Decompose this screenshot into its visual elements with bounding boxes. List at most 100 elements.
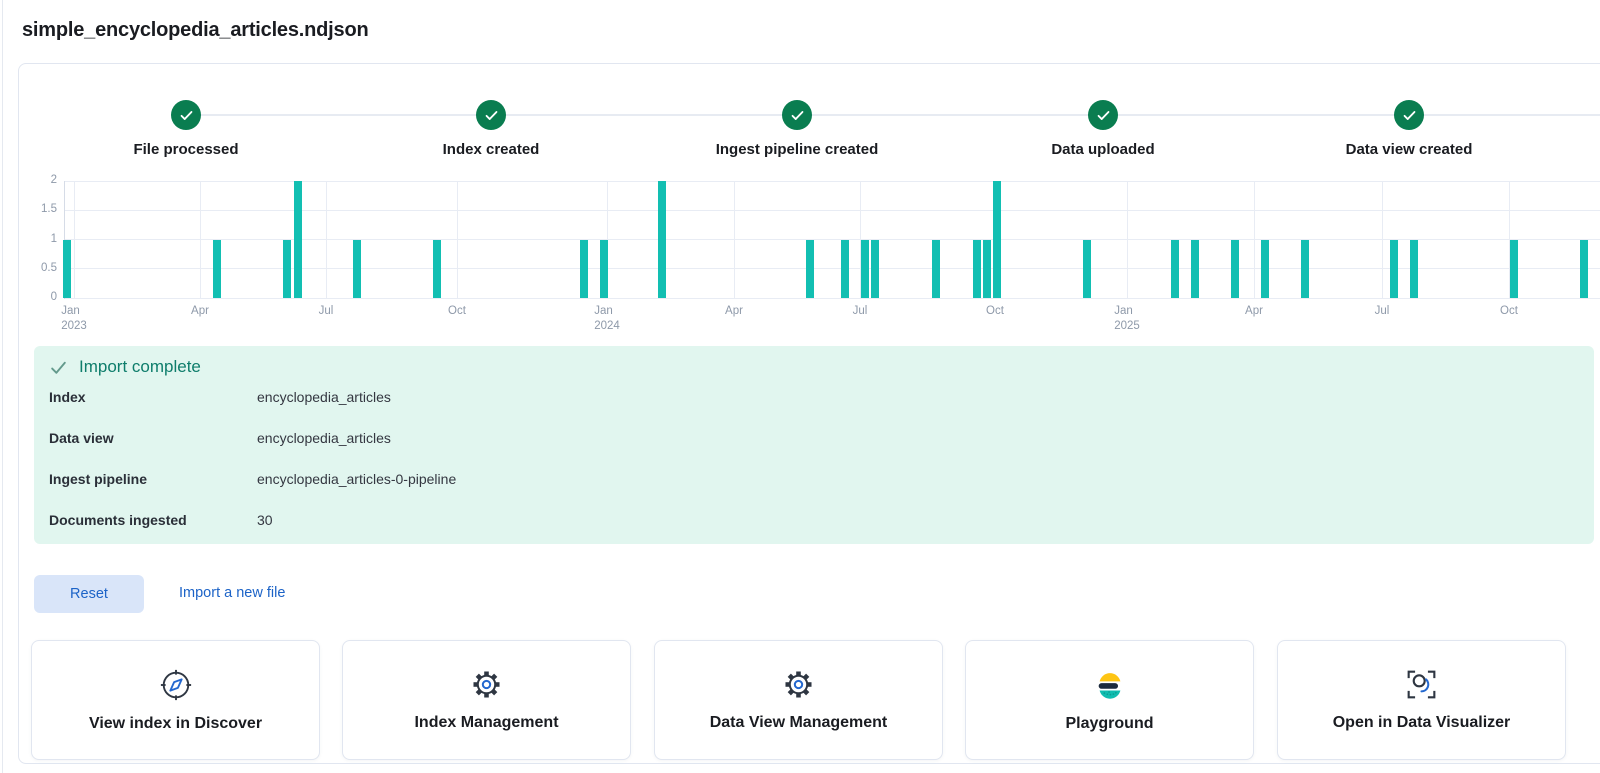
x-gridline xyxy=(860,181,861,298)
chart-bar xyxy=(1301,239,1309,298)
step-file-processed: File processed xyxy=(36,100,336,158)
x-gridline xyxy=(200,181,201,298)
x-axis-tick-label: Apr xyxy=(725,305,743,317)
step-data-view-created: Data view created xyxy=(1259,100,1559,158)
x-axis-tick-label: Oct xyxy=(986,305,1004,317)
y-gridline xyxy=(65,239,1600,240)
card-label: Playground xyxy=(1065,714,1154,732)
x-gridline xyxy=(326,181,327,298)
card-index-management[interactable]: Index Management xyxy=(342,640,631,760)
step-complete-check-icon xyxy=(476,100,506,130)
step-label: Index created xyxy=(442,141,540,158)
y-gridline xyxy=(65,268,1600,270)
x-gridline xyxy=(74,181,75,298)
chart-bar xyxy=(993,181,1001,298)
import-complete-panel: Import complete Index encyclopedia_artic… xyxy=(34,346,1594,544)
summary-value: 30 xyxy=(257,512,273,528)
summary-value: encyclopedia_articles xyxy=(257,430,391,446)
chart-bar xyxy=(580,239,588,298)
x-axis-tick-label: Jul xyxy=(1374,305,1390,317)
elastic-logo-icon xyxy=(1093,668,1127,702)
summary-value: encyclopedia_articles xyxy=(257,389,391,405)
x-axis-tick-label: Jan 2024 xyxy=(594,305,620,332)
chart-bar xyxy=(283,239,291,298)
step-label: File processed xyxy=(133,141,239,158)
summary-label: Index xyxy=(49,389,86,405)
step-label: Data view created xyxy=(1345,141,1473,158)
x-gridline xyxy=(457,181,458,298)
card-label: Data View Management xyxy=(709,714,888,731)
x-axis-tick-label: Apr xyxy=(191,305,209,317)
chart-bar xyxy=(213,239,221,298)
chart-plot-area: 0 0.5 1 1.5 2 Jan 2023 Apr Jul Oct Jan 2024 Apr Jul… xyxy=(41,174,1600,332)
chart-bar xyxy=(1410,239,1418,298)
chart-bar xyxy=(1191,239,1199,298)
card-data-view-management[interactable]: Data View Management xyxy=(654,640,943,760)
chart-bar xyxy=(806,239,814,298)
import-new-file-link[interactable]: Import a new file xyxy=(179,585,286,601)
stepper-connector-line xyxy=(186,114,1600,116)
chart-bar xyxy=(1390,239,1398,298)
chart-bar xyxy=(1083,239,1091,298)
y-axis-tick-label: 1.5 xyxy=(41,203,57,216)
step-complete-check-icon xyxy=(1088,100,1118,130)
file-import-panel: File processed Index created Ingest pipe… xyxy=(18,63,1600,764)
reset-button[interactable]: Reset xyxy=(34,575,144,613)
step-complete-check-icon xyxy=(782,100,812,130)
summary-label: Data view xyxy=(49,430,114,446)
y-axis-tick-label: 2 xyxy=(50,174,57,186)
summary-value: encyclopedia_articles-0-pipeline xyxy=(257,471,457,487)
x-axis-tick-label: Jul xyxy=(852,305,868,317)
chart-bar xyxy=(983,239,991,298)
card-label: View index in Discover xyxy=(88,714,263,732)
x-axis-tick-label: Jan 2025 xyxy=(1114,305,1140,332)
card-playground[interactable]: Playground xyxy=(965,640,1254,760)
x-axis-tick-label: Jan 2023 xyxy=(61,305,87,332)
x-gridline xyxy=(734,181,735,298)
chart-bar xyxy=(658,181,666,298)
x-axis-tick-label: Apr xyxy=(1245,305,1263,317)
summary-label: Ingest pipeline xyxy=(49,471,148,487)
document-rate-chart: 0 0.5 1 1.5 2 Jan 2023 Apr Jul Oct Jan 2024 Apr Jul… xyxy=(41,174,1600,332)
chart-bar xyxy=(841,239,849,298)
compass-icon xyxy=(159,668,193,702)
card-view-index-in-discover[interactable]: View index in Discover xyxy=(31,640,320,760)
step-ingest-pipeline-created: Ingest pipeline created xyxy=(647,100,947,158)
y-gridline xyxy=(65,297,1600,299)
chart-bar xyxy=(433,239,441,298)
step-complete-check-icon xyxy=(171,100,201,130)
step-complete-check-icon xyxy=(1394,100,1424,130)
gear-icon xyxy=(782,668,815,701)
step-label: Ingest pipeline created xyxy=(715,141,879,158)
import-complete-check-icon xyxy=(49,358,68,377)
data-visualizer-icon xyxy=(1405,668,1438,701)
chart-bar xyxy=(871,239,879,298)
x-gridline xyxy=(1509,181,1510,298)
chart-bar xyxy=(294,181,302,298)
import-complete-title: Import complete xyxy=(79,357,201,376)
step-label: Data uploaded xyxy=(1051,141,1155,158)
page-left-divider xyxy=(2,0,3,773)
y-axis-tick-label: 1 xyxy=(50,232,57,245)
y-axis-tick-label: 0.5 xyxy=(41,261,57,274)
chart-bar xyxy=(861,239,869,298)
y-gridline xyxy=(65,209,1600,211)
x-gridline xyxy=(1382,181,1383,298)
page-title: simple_encyclopedia_articles.ndjson xyxy=(22,19,369,42)
x-gridline xyxy=(1127,181,1128,298)
chart-bar xyxy=(973,239,981,298)
chart-bar xyxy=(932,239,940,298)
chart-bar xyxy=(63,239,71,298)
x-axis-tick-label: Oct xyxy=(1500,305,1518,317)
x-gridline xyxy=(1254,181,1255,298)
chart-bar xyxy=(353,239,361,298)
x-axis-tick-label: Oct xyxy=(448,305,466,317)
summary-label: Documents ingested xyxy=(49,512,187,528)
y-gridline xyxy=(65,180,1600,182)
card-open-in-data-visualizer[interactable]: Open in Data Visualizer xyxy=(1277,640,1566,760)
chart-bar xyxy=(1580,239,1588,298)
card-label: Open in Data Visualizer xyxy=(1332,714,1511,731)
x-axis-tick-label: Jul xyxy=(318,305,334,317)
chart-bar xyxy=(1261,239,1269,298)
chart-bar xyxy=(1231,239,1239,298)
